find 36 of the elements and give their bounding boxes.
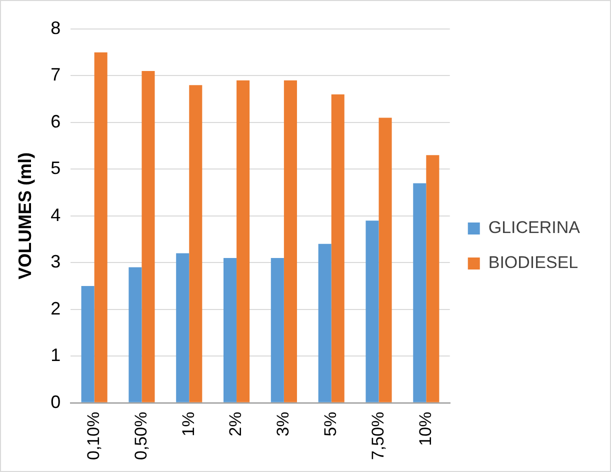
- y-tick-label: 5: [50, 158, 61, 178]
- x-tick-label: 0,50%: [131, 412, 150, 460]
- y-tick-label: 3: [50, 252, 61, 272]
- bar: [236, 80, 250, 402]
- y-tick-label: 4: [50, 204, 61, 225]
- x-tick-label: 0,10%: [84, 412, 103, 460]
- bar: [189, 85, 202, 402]
- y-tick-label: 2: [50, 298, 61, 318]
- y-tick-label: 7: [50, 64, 61, 85]
- bar: [378, 118, 392, 402]
- bar: [366, 220, 379, 402]
- x-tick-label: 2%: [226, 412, 246, 436]
- bar: [413, 183, 426, 402]
- legend-label: GLICERINA: [488, 218, 581, 238]
- bar: [284, 80, 297, 402]
- bar: [142, 71, 155, 402]
- x-tick-label: 5%: [321, 412, 340, 436]
- bar: [426, 155, 440, 402]
- bar: [94, 52, 108, 402]
- legend-label: BIODIESEL: [488, 253, 578, 272]
- x-tick-label: 3%: [274, 412, 293, 436]
- bar: [81, 286, 94, 402]
- x-tick-label: 10%: [416, 412, 435, 446]
- x-tick-label: 7,50%: [368, 412, 388, 460]
- bar: [176, 253, 190, 402]
- bar: [331, 94, 344, 402]
- bar: [224, 258, 237, 402]
- y-tick-label: 6: [50, 111, 61, 132]
- y-tick-label: 0: [50, 392, 61, 412]
- y-tick-label: 8: [50, 18, 61, 38]
- bar: [318, 244, 332, 402]
- y-axis-title: VOLUMES (ml): [14, 152, 35, 280]
- x-tick-label: 1%: [178, 412, 198, 436]
- y-tick-label: 1: [50, 345, 61, 366]
- bar: [128, 267, 142, 402]
- bar: [270, 258, 284, 402]
